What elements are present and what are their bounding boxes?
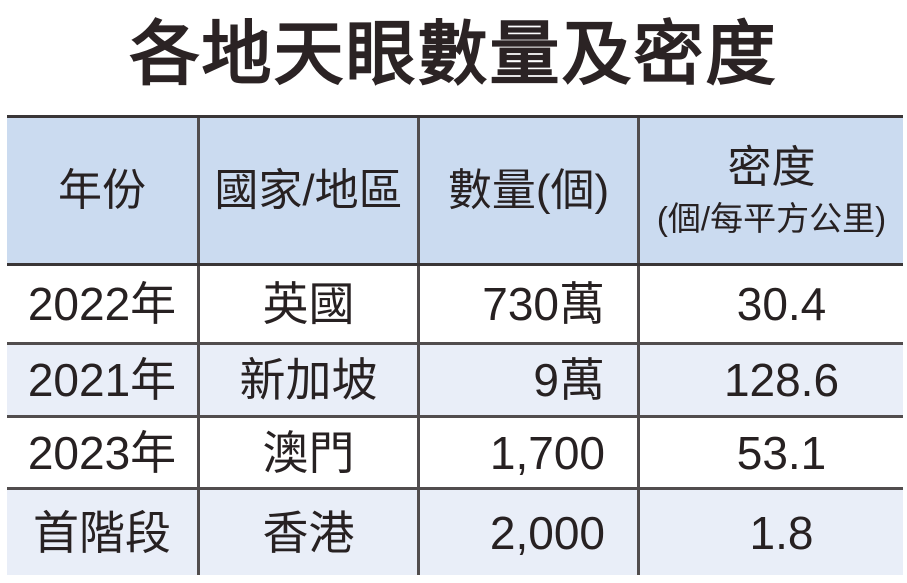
cell-year: 2023年 <box>7 418 200 487</box>
header-density-label: 密度 <box>727 143 816 192</box>
cell-quantity: 1,700 <box>420 418 640 487</box>
cell-year: 2022年 <box>7 266 200 342</box>
cell-density: 1.8 <box>749 506 814 559</box>
table-row: 首階段 香港 2,000 1.8 <box>7 490 903 575</box>
table-row: 2022年 英國 730萬 30.4 <box>7 266 903 345</box>
cell-density: 30.4 <box>736 278 827 330</box>
cell-region: 澳門 <box>200 418 420 487</box>
header-year: 年份 <box>7 118 200 263</box>
header-density-unit: (個/每平方公里) <box>656 200 887 237</box>
cell-year: 首階段 <box>7 490 200 575</box>
table-header-row: 年份 國家/地區 數量(個) 密度 (個/每平方公里) <box>7 115 903 266</box>
cell-quantity: 730萬 <box>420 266 640 342</box>
data-table: 年份 國家/地區 數量(個) 密度 (個/每平方公里) 2022年 英國 730… <box>7 115 903 575</box>
cell-quantity: 2,000 <box>420 490 640 575</box>
cell-quantity: 9萬 <box>420 345 640 415</box>
cell-region: 新加坡 <box>200 345 420 415</box>
header-quantity: 數量(個) <box>420 118 640 263</box>
table-row: 2023年 澳門 1,700 53.1 <box>7 418 903 490</box>
cell-year: 2021年 <box>7 345 200 415</box>
cell-region: 英國 <box>200 266 420 342</box>
header-region: 國家/地區 <box>200 118 420 263</box>
cell-density: 53.1 <box>736 426 827 479</box>
page-title: 各地天眼數量及密度 <box>129 15 778 93</box>
cell-density: 128.6 <box>723 354 840 406</box>
table-row: 2021年 新加坡 9萬 128.6 <box>7 345 903 418</box>
cell-region: 香港 <box>200 490 420 575</box>
header-density: 密度 (個/每平方公里) <box>640 118 903 263</box>
